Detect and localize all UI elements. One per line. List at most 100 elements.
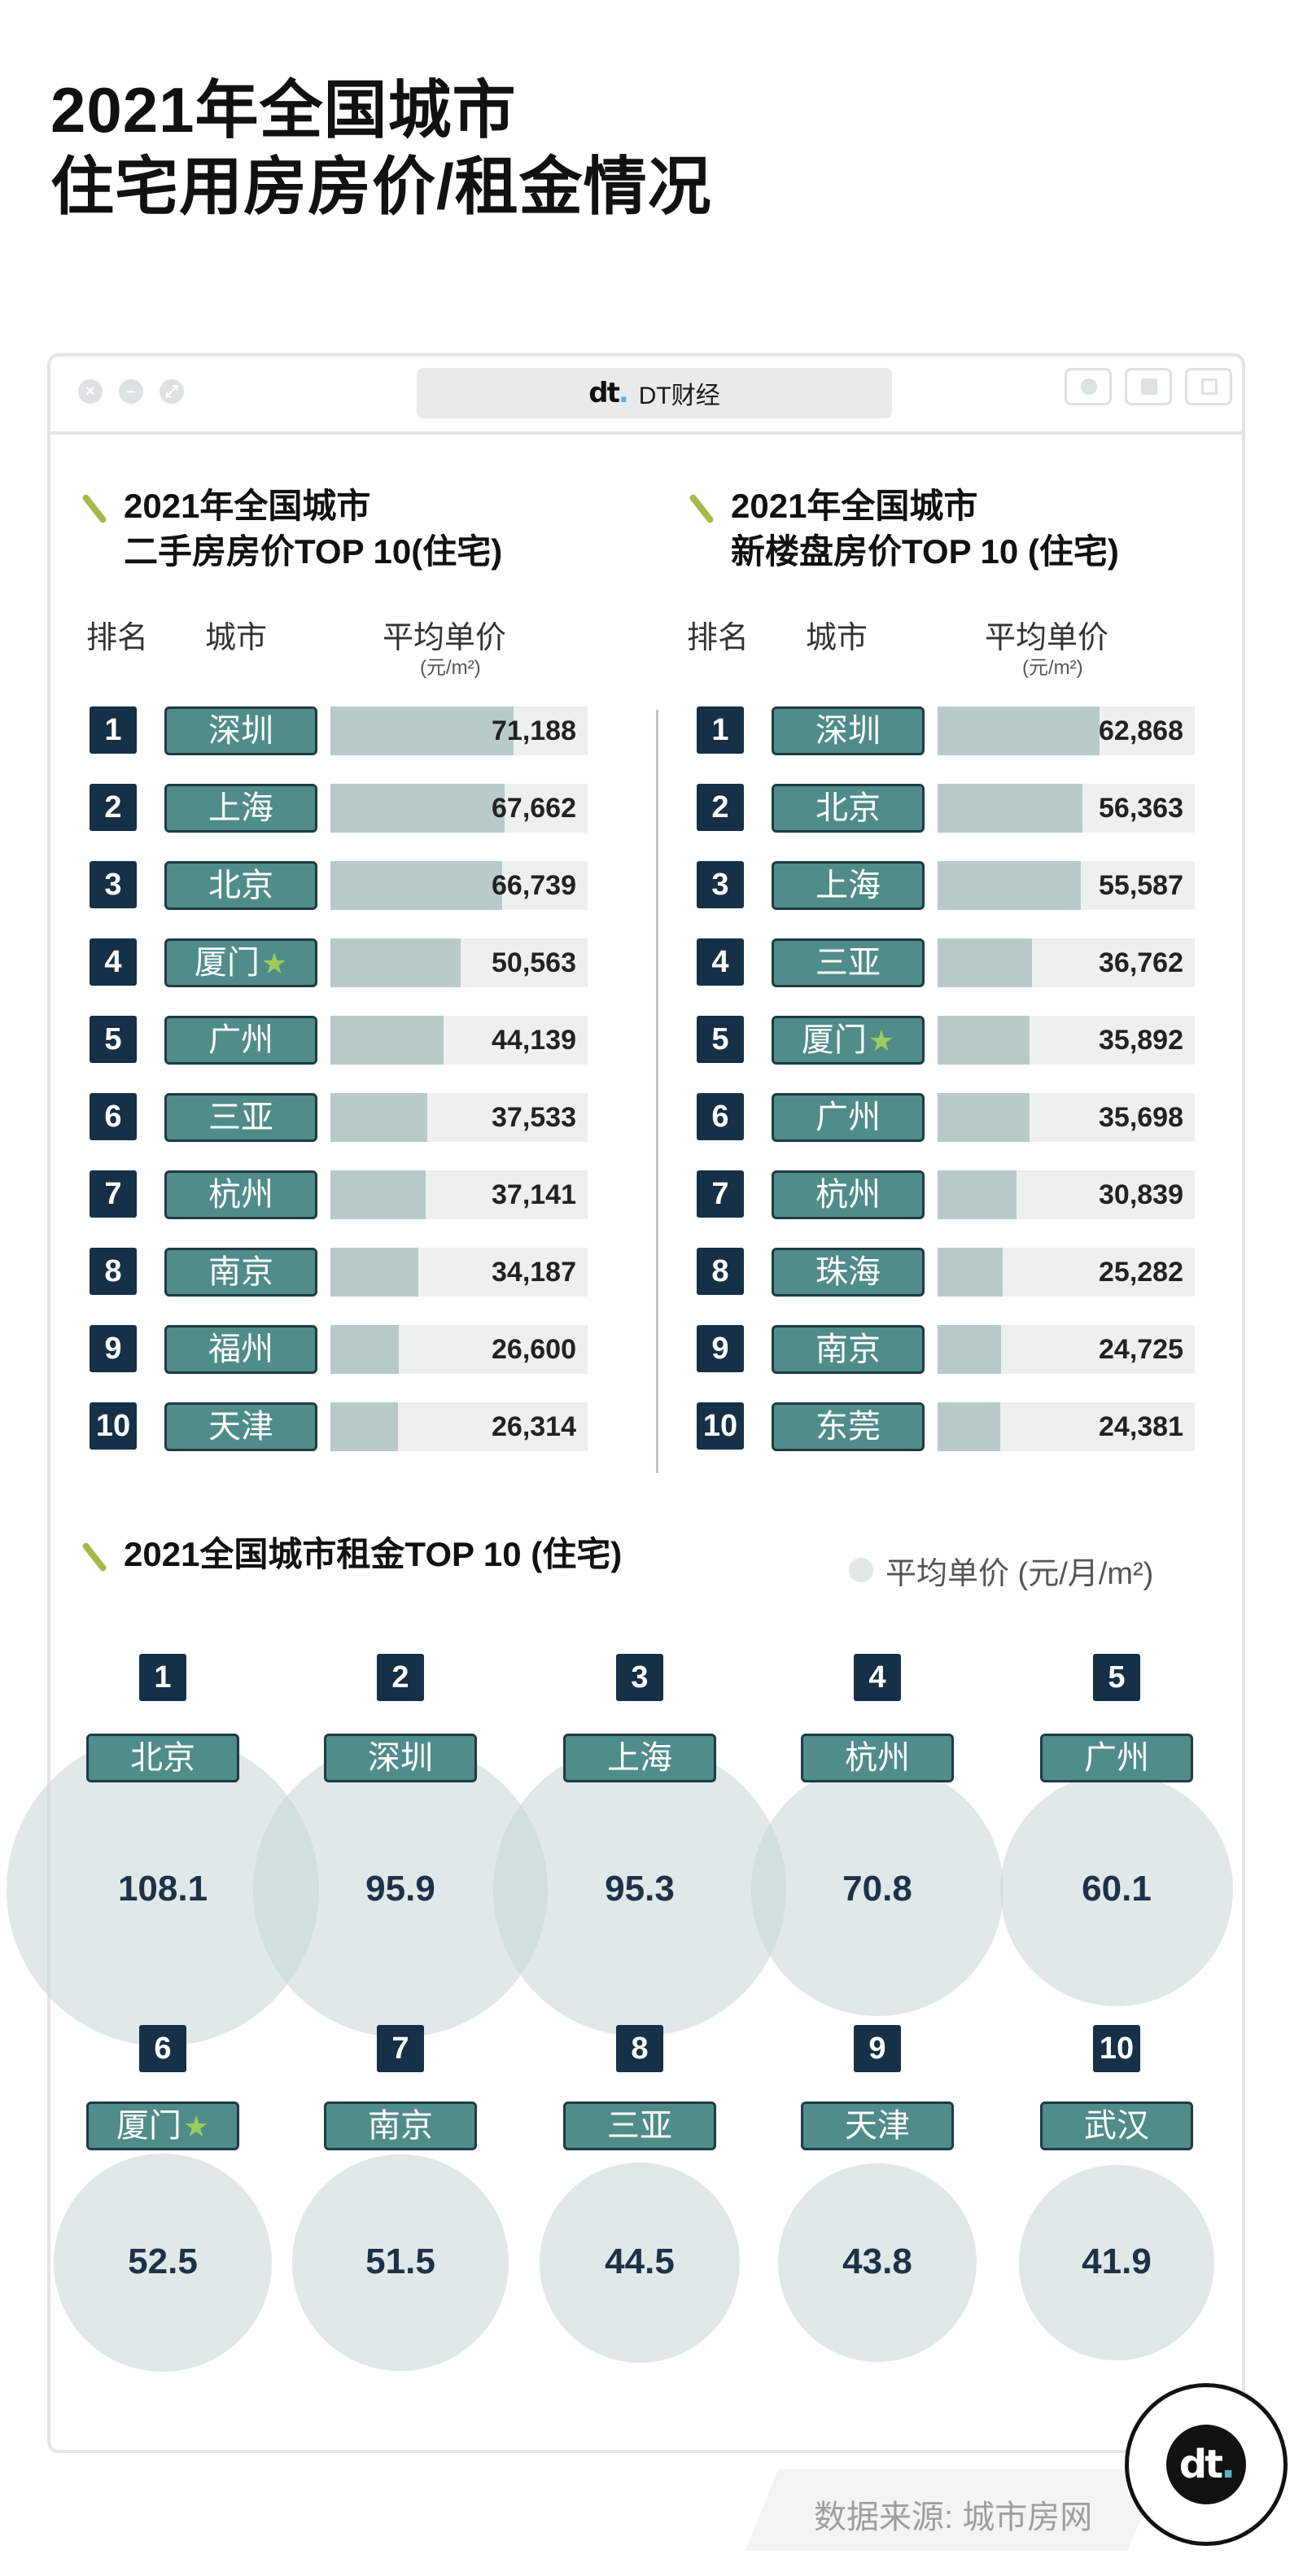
rent-bubble-6 bbox=[54, 2154, 272, 2372]
rent-bubble-7 bbox=[292, 2154, 509, 2371]
rent-rank-6: 6 bbox=[139, 2025, 186, 2072]
left-city-label: 深圳 bbox=[208, 713, 273, 749]
left-value-4: 50,563 bbox=[492, 947, 576, 978]
rent-city-label: 北京 bbox=[130, 1740, 195, 1776]
left-rank-7: 7 bbox=[90, 1170, 137, 1218]
left-city-label: 天津 bbox=[208, 1409, 273, 1445]
left-col-city: 城市 bbox=[205, 621, 268, 655]
left-value-7: 37,141 bbox=[492, 1179, 576, 1210]
right-city-label: 南京 bbox=[815, 1332, 881, 1367]
headline-line-1: 2021年全国城市 bbox=[50, 74, 517, 146]
rent-bubble-5 bbox=[999, 1773, 1234, 2007]
right-rank-1: 1 bbox=[697, 706, 744, 754]
left-rank-10: 10 bbox=[90, 1402, 137, 1450]
left-bar-9 bbox=[330, 1325, 400, 1374]
rent-rank-8: 8 bbox=[616, 2025, 663, 2072]
left-rank-5: 5 bbox=[90, 1016, 137, 1063]
rent-rank-1: 1 bbox=[139, 1654, 186, 1701]
left-city-label: 厦门 bbox=[194, 945, 260, 981]
right-col-price: 平均单价 bbox=[985, 621, 1109, 655]
right-city-1: 深圳 bbox=[772, 706, 925, 755]
right-bar-9 bbox=[938, 1325, 1002, 1374]
right-rank-2: 2 bbox=[697, 784, 744, 831]
right-rank-6: 6 bbox=[697, 1093, 744, 1140]
right-city-4: 三亚 bbox=[772, 938, 925, 987]
star-icon: ★ bbox=[868, 1024, 895, 1057]
left-rank-2: 2 bbox=[90, 784, 137, 831]
right-bar-2 bbox=[938, 784, 1083, 833]
right-bar-track: 24,725 bbox=[938, 1325, 1195, 1374]
address-bar[interactable]: dt. DT财经 bbox=[417, 368, 892, 418]
right-city-label: 三亚 bbox=[815, 945, 881, 981]
right-bar-1 bbox=[938, 706, 1100, 755]
rent-city-6: 厦门★ bbox=[86, 2101, 239, 2150]
left-bar-track: 34,187 bbox=[330, 1248, 588, 1297]
right-value-3: 55,587 bbox=[1099, 870, 1183, 901]
right-bar-10 bbox=[938, 1402, 1001, 1451]
page-headline: 2021年全国城市 住宅用房房价/租金情况 bbox=[50, 72, 712, 225]
legend-dot-icon bbox=[849, 1558, 873, 1582]
left-city-label: 上海 bbox=[208, 790, 273, 826]
close-icon[interactable]: × bbox=[78, 379, 103, 404]
right-city-7: 杭州 bbox=[772, 1170, 925, 1219]
right-bar-8 bbox=[938, 1248, 1003, 1297]
right-bar-track: 56,363 bbox=[938, 784, 1195, 833]
right-value-4: 36,762 bbox=[1099, 947, 1183, 978]
left-value-9: 26,600 bbox=[492, 1334, 576, 1365]
record-icon[interactable] bbox=[1065, 368, 1112, 405]
right-bar-track: 30,839 bbox=[938, 1170, 1195, 1219]
left-city-1: 深圳 bbox=[164, 706, 317, 755]
left-city-5: 广州 bbox=[164, 1016, 317, 1065]
left-value-3: 66,739 bbox=[492, 870, 576, 901]
left-value-10: 26,314 bbox=[492, 1411, 576, 1442]
left-city-label: 北京 bbox=[208, 868, 273, 903]
left-bar-5 bbox=[330, 1016, 444, 1065]
left-bar-track: 37,141 bbox=[330, 1170, 588, 1219]
right-bar-track: 55,587 bbox=[938, 861, 1195, 910]
right-city-10: 东莞 bbox=[772, 1402, 925, 1451]
rent-city-1: 北京 bbox=[86, 1734, 239, 1782]
expand-icon[interactable]: ⤢ bbox=[160, 379, 184, 404]
left-city-4: 厦门★ bbox=[164, 938, 317, 987]
rent-rank-5: 5 bbox=[1093, 1654, 1140, 1701]
rent-city-label: 广州 bbox=[1084, 1740, 1149, 1776]
right-city-label: 上海 bbox=[815, 868, 881, 903]
windows-icon[interactable] bbox=[1185, 368, 1232, 405]
right-value-10: 24,381 bbox=[1099, 1411, 1183, 1442]
left-col-price: 平均单价 bbox=[383, 621, 507, 655]
left-bar-6 bbox=[330, 1093, 427, 1142]
rent-city-8: 三亚 bbox=[563, 2101, 716, 2150]
rent-city-label: 武汉 bbox=[1084, 2108, 1149, 2144]
share-icon[interactable] bbox=[1125, 368, 1172, 405]
right-col-unit: (元/m²) bbox=[1022, 657, 1083, 679]
minimize-icon[interactable]: – bbox=[119, 379, 143, 404]
left-bar-track: 26,314 bbox=[330, 1402, 588, 1451]
right-value-2: 56,363 bbox=[1099, 793, 1183, 824]
left-value-5: 44,139 bbox=[492, 1025, 576, 1056]
right-rank-4: 4 bbox=[697, 938, 744, 986]
rent-value-6: 52.5 bbox=[128, 2241, 198, 2281]
right-bar-3 bbox=[938, 861, 1081, 910]
right-value-9: 24,725 bbox=[1099, 1334, 1183, 1365]
left-rank-3: 3 bbox=[90, 861, 137, 908]
rent-city-label: 深圳 bbox=[368, 1740, 433, 1776]
left-city-2: 上海 bbox=[164, 784, 317, 833]
rent-rank-7: 7 bbox=[377, 2025, 424, 2072]
left-city-8: 南京 bbox=[164, 1248, 317, 1297]
left-bar-track: 67,662 bbox=[330, 784, 588, 833]
left-city-label: 三亚 bbox=[208, 1100, 273, 1135]
headline-line-2: 住宅用房房价/租金情况 bbox=[50, 151, 712, 222]
left-bar-3 bbox=[330, 861, 502, 910]
right-bar-track: 24,381 bbox=[938, 1402, 1195, 1451]
left-rank-8: 8 bbox=[90, 1248, 137, 1295]
right-rank-10: 10 bbox=[697, 1402, 744, 1450]
right-col-rank: 排名 bbox=[687, 621, 750, 655]
left-value-8: 34,187 bbox=[492, 1257, 576, 1288]
right-city-label: 厦门 bbox=[801, 1022, 867, 1058]
right-rank-5: 5 bbox=[697, 1016, 744, 1063]
right-bar-track: 62,868 bbox=[938, 706, 1195, 755]
left-bar-track: 50,563 bbox=[330, 938, 588, 987]
left-table-title-line-1: 2021年全国城市 bbox=[124, 487, 371, 525]
rent-city-10: 武汉 bbox=[1040, 2101, 1193, 2150]
rent-value-7: 51.5 bbox=[365, 2241, 435, 2281]
